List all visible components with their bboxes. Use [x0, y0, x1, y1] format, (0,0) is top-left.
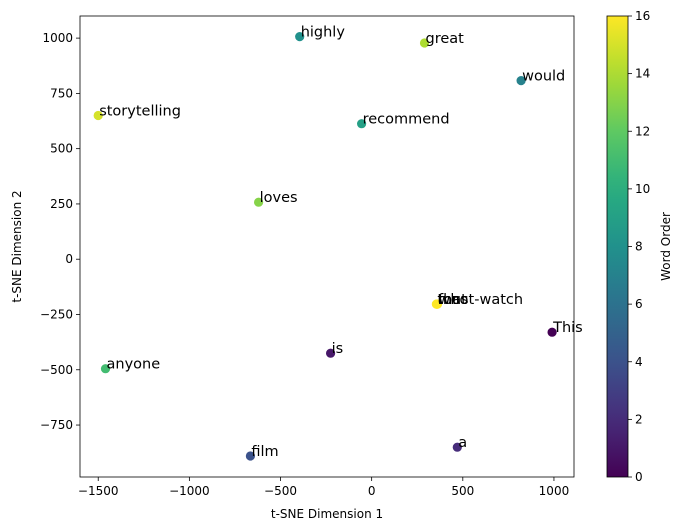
data-point-10	[93, 110, 103, 121]
y-tick-label-4: 250	[50, 197, 73, 211]
colorbar-gradient	[606, 15, 629, 478]
plot-area: This is a film would highly recommend anyone lov…	[79, 15, 583, 478]
y-tick-label-1: −500	[40, 363, 73, 377]
x-axis: −1500 −1000 −500 0 500 1000	[78, 477, 569, 498]
x-tick-label-1: −1000	[169, 484, 210, 498]
point-label-3: film	[251, 444, 278, 460]
colorbar-tick-label-1: 2	[635, 412, 643, 426]
point-label-4: would	[522, 69, 565, 85]
data-point-0	[547, 327, 557, 337]
point-label-14: who	[439, 292, 469, 308]
colorbar-tick-label-0: 0	[635, 470, 643, 484]
colorbar-tick-label-4: 8	[635, 240, 643, 254]
point-label-13: for	[438, 292, 458, 308]
y-tick-label-5: 500	[50, 142, 73, 156]
colorbar-tick-label-8: 16	[635, 9, 650, 23]
y-tick-label-6: 750	[50, 86, 73, 100]
colorbar-tick-label-2: 4	[635, 355, 643, 369]
data-point-5	[295, 31, 305, 42]
colorbar: 0 2 4 6 8 10 12 14 16	[606, 9, 650, 484]
colorbar-tick-label-6: 12	[635, 124, 650, 138]
point-label-12: must-watch	[438, 292, 523, 308]
data-point-6	[357, 119, 367, 129]
x-tick-label-0: −1500	[78, 484, 119, 498]
colorbar-label: Word Order	[659, 212, 673, 281]
point-label-6: recommend	[363, 112, 450, 128]
data-point-7	[100, 364, 111, 374]
point-label-5: highly	[301, 25, 346, 41]
point-label-1: is	[332, 341, 344, 357]
point-label-2: a	[458, 435, 467, 451]
colorbar-tick-label-5: 10	[635, 182, 650, 196]
point-label-7: anyone	[107, 357, 161, 373]
x-tick-label-2: −500	[264, 484, 297, 498]
x-axis-label: t-SNE Dimension 1	[271, 507, 383, 521]
x-tick-label-3: 0	[368, 484, 376, 498]
data-point-2	[452, 442, 462, 452]
y-tick-label-0: −750	[40, 418, 73, 432]
point-label-11: that	[437, 292, 467, 308]
plot-frame	[79, 15, 575, 478]
y-axis: −750 −500 −250 0 250 500 750 1000	[40, 31, 80, 432]
data-point-1	[326, 348, 336, 358]
data-point-3	[245, 451, 255, 461]
point-label-10: storytelling	[99, 104, 181, 120]
point-label-0: This	[552, 320, 583, 336]
colorbar-tick-label-3: 6	[635, 297, 643, 311]
data-point-14	[432, 299, 443, 309]
point-label-8: loves	[260, 190, 298, 206]
data-point-9	[419, 38, 430, 48]
y-tick-label-7: 1000	[42, 31, 73, 45]
colorbar-tick-label-7: 14	[635, 67, 650, 81]
y-tick-label-2: −250	[40, 307, 73, 321]
data-point-4	[516, 76, 526, 86]
point-label-9: great	[426, 31, 465, 47]
x-tick-label-5: 1000	[539, 484, 570, 498]
x-tick-label-4: 500	[451, 484, 474, 498]
y-axis-label: t-SNE Dimension 2	[10, 190, 24, 302]
data-point-8	[254, 197, 264, 207]
y-tick-label-3: 0	[65, 252, 73, 266]
